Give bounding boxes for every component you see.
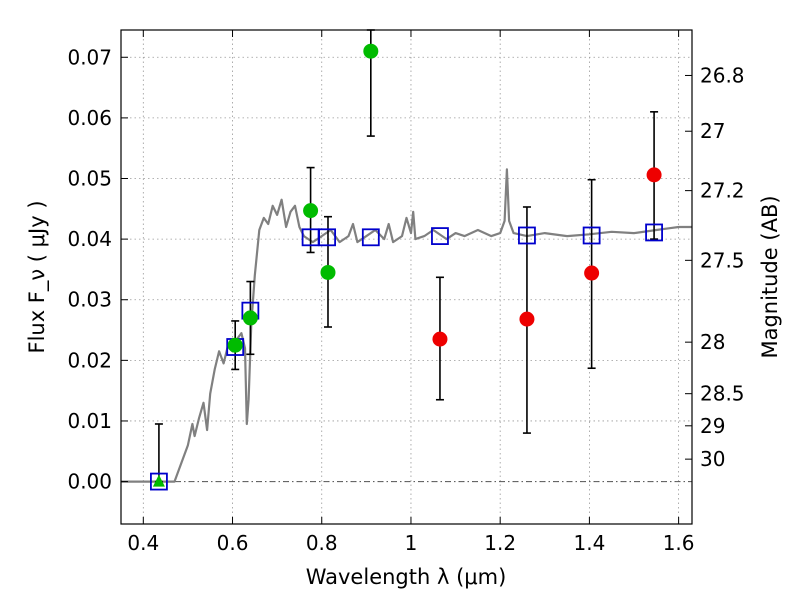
right-axis-label: Magnitude (AB) (758, 195, 782, 358)
x-tick-label: 1.6 (663, 531, 695, 555)
x-tick-label: 0.4 (127, 531, 159, 555)
observed-markers (152, 43, 662, 487)
y-tick-label: 0.05 (67, 167, 112, 191)
observed-point-red (519, 311, 535, 327)
model-square (645, 223, 663, 242)
observed-point-green (227, 337, 243, 353)
observed-point-green (363, 43, 379, 59)
y-tick-label: 0.01 (67, 409, 112, 433)
observed-point-green (303, 203, 319, 219)
y-axis-label: Flux F_ν ( μJy ) (25, 200, 50, 353)
axis-ticks: 0.4 0.6 0.8 1 1.2 1.4 1.6 0.00 0.01 0.02 0.03 0.04 0… (67, 30, 745, 555)
upper-limit-triangle (152, 474, 165, 487)
model-square (150, 472, 168, 491)
y-tick-label: 0.02 (67, 348, 112, 372)
y-tick-label: 0.03 (67, 288, 112, 312)
x-tick-label: 0.6 (217, 531, 249, 555)
x-axis-label: Wavelength λ (μm) (306, 565, 507, 589)
model-square (431, 227, 449, 245)
model-square (318, 228, 336, 247)
x-tick-label: 1 (405, 531, 418, 555)
y-tick-label: 0.04 (67, 227, 112, 251)
mag-tick-label: 27.2 (700, 179, 745, 203)
mag-tick-label: 30 (700, 447, 725, 471)
model-square (361, 228, 380, 247)
mag-tick-label: 28 (700, 330, 725, 354)
x-tick-label: 1.2 (484, 531, 516, 555)
observed-point-red (584, 265, 600, 281)
x-tick-label: 1.4 (573, 531, 605, 555)
model-square (582, 226, 601, 245)
y-tick-label: 0.06 (67, 106, 112, 130)
y-tick-label: 0.00 (67, 470, 112, 494)
x-tick-label: 0.8 (306, 531, 338, 555)
observed-point-green (242, 310, 258, 326)
plot-frame (120, 29, 693, 525)
mag-tick-label: 26.8 (700, 63, 745, 87)
axis-labels: Wavelength λ (μm) Flux F_ν ( μJy ) Magni… (25, 195, 782, 589)
observed-point-green (320, 264, 336, 280)
mag-tick-label: 27.5 (700, 248, 745, 272)
model-photometry-markers (150, 223, 663, 491)
mag-tick-label: 28.5 (700, 382, 745, 406)
y-tick-label: 0.07 (67, 45, 112, 69)
observed-point-red (432, 331, 448, 347)
observed-point-red (646, 167, 662, 183)
model-square (518, 226, 536, 245)
mag-tick-label: 27 (700, 119, 725, 143)
mag-tick-label: 29 (700, 414, 725, 438)
